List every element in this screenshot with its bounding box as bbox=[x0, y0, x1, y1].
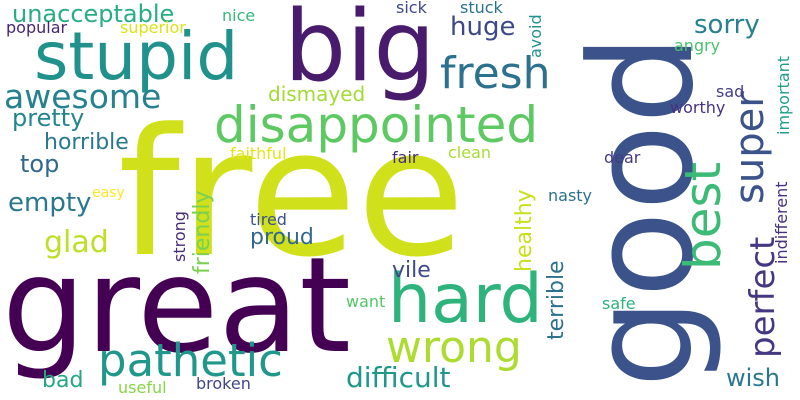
word-superior: superior bbox=[120, 18, 186, 37]
word-stuck: stuck bbox=[460, 0, 503, 17]
word-broken: broken bbox=[196, 374, 251, 393]
word-dismayed: dismayed bbox=[268, 82, 366, 106]
word-want: want bbox=[346, 292, 386, 311]
word-strong: strong bbox=[170, 211, 189, 262]
word-safe: safe bbox=[602, 294, 636, 313]
word-angry: angry bbox=[674, 36, 721, 55]
word-wish: wish bbox=[726, 364, 781, 392]
word-friendly: friendly bbox=[190, 190, 215, 274]
word-super: super bbox=[727, 91, 773, 204]
word-sorry: sorry bbox=[694, 10, 760, 40]
word-clean: clean bbox=[448, 143, 492, 162]
word-wrong: wrong bbox=[386, 322, 522, 373]
word-free: free bbox=[118, 91, 466, 296]
word-empty: empty bbox=[8, 188, 92, 218]
word-easy: easy bbox=[92, 185, 125, 201]
word-bad: bad bbox=[42, 368, 84, 393]
word-fair: fair bbox=[392, 148, 419, 167]
word-avoid: avoid bbox=[526, 14, 545, 58]
word-glad: glad bbox=[44, 225, 109, 260]
word-useful: useful bbox=[118, 378, 167, 397]
word-dear: dear bbox=[604, 148, 641, 167]
word-proud: proud bbox=[250, 225, 314, 250]
word-stupid: stupid bbox=[34, 18, 239, 95]
word-indifferent: indifferent bbox=[772, 181, 791, 264]
word-tired: tired bbox=[250, 210, 287, 229]
word-nice: nice bbox=[222, 6, 256, 25]
word-unacceptable: unacceptable bbox=[12, 0, 175, 28]
word-healthy: healthy bbox=[512, 189, 537, 272]
word-sick: sick bbox=[396, 0, 427, 17]
word-big: big bbox=[284, 0, 436, 104]
word-hard: hard bbox=[388, 260, 543, 339]
word-pretty: pretty bbox=[12, 104, 85, 132]
word-horrible: horrible bbox=[44, 130, 129, 155]
word-vile: vile bbox=[392, 258, 431, 283]
word-worthy: worthy bbox=[670, 98, 726, 117]
word-important: important bbox=[774, 55, 793, 135]
word-sad: sad bbox=[716, 82, 745, 101]
word-nasty: nasty bbox=[548, 186, 593, 205]
word-awesome: awesome bbox=[4, 77, 162, 116]
word-great: great bbox=[2, 229, 352, 383]
word-faithful: faithful bbox=[230, 144, 287, 163]
word-top: top bbox=[20, 150, 60, 178]
word-huge: huge bbox=[450, 12, 516, 42]
word-fresh: fresh bbox=[440, 48, 551, 99]
word-pathetic: pathetic bbox=[98, 334, 283, 387]
word-best: best bbox=[674, 161, 732, 270]
word-disappointed: disappointed bbox=[214, 96, 539, 154]
word-popular: popular bbox=[6, 18, 68, 37]
word-terrible: terrible bbox=[544, 260, 569, 340]
word-difficult: difficult bbox=[346, 361, 451, 394]
